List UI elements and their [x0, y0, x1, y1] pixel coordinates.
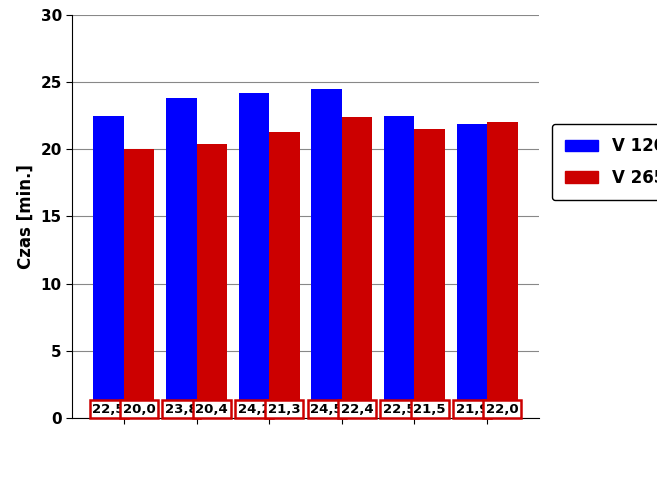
- Bar: [415, 129, 445, 418]
- Bar: [311, 89, 342, 418]
- Bar: [196, 144, 227, 418]
- Y-axis label: Czas [min.]: Czas [min.]: [17, 164, 35, 269]
- Text: 22,0: 22,0: [486, 403, 518, 416]
- Bar: [124, 149, 154, 418]
- Text: 24,5: 24,5: [310, 403, 343, 416]
- Text: 22,5: 22,5: [383, 403, 415, 416]
- Bar: [487, 123, 518, 418]
- Bar: [342, 117, 373, 418]
- Bar: [166, 98, 196, 418]
- Text: 22,4: 22,4: [341, 403, 373, 416]
- Text: 21,5: 21,5: [413, 403, 446, 416]
- Bar: [238, 93, 269, 418]
- Text: 22,5: 22,5: [93, 403, 125, 416]
- Bar: [93, 116, 124, 418]
- Bar: [269, 132, 300, 418]
- Bar: [384, 116, 415, 418]
- Bar: [457, 123, 487, 418]
- Text: 21,3: 21,3: [268, 403, 301, 416]
- Legend: V 120, V 265: V 120, V 265: [552, 124, 657, 200]
- Text: 20,4: 20,4: [196, 403, 228, 416]
- Text: 21,9: 21,9: [455, 403, 488, 416]
- Text: 24,2: 24,2: [238, 403, 270, 416]
- Text: 23,8: 23,8: [165, 403, 198, 416]
- Text: 20,0: 20,0: [123, 403, 156, 416]
